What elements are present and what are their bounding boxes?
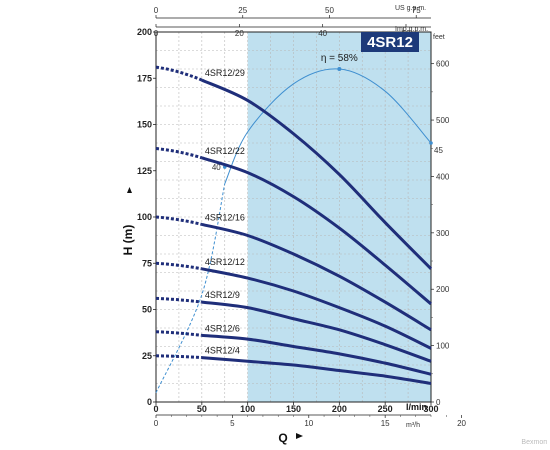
head-curve-shutoff-segment bbox=[155, 261, 203, 271]
head-curve-label: 4SR12/29 bbox=[205, 68, 245, 78]
m3h-tick-label: 5 bbox=[230, 419, 235, 428]
efficiency-peak-label: η = 58% bbox=[321, 53, 358, 64]
x-tick-label: 150 bbox=[286, 404, 301, 414]
us-gpm-unit-label: US g.p.m. bbox=[395, 5, 426, 12]
imp-gpm-tick-label: 20 bbox=[235, 29, 244, 38]
x-tick-label: 100 bbox=[240, 404, 255, 414]
chart-title: 4SR12 bbox=[367, 34, 413, 51]
x-tick-label: 200 bbox=[332, 404, 347, 414]
head-curve-shutoff-segment bbox=[155, 330, 203, 337]
feet-tick-label: 500 bbox=[436, 116, 450, 125]
us-gpm-tick-label: 0 bbox=[154, 6, 159, 15]
y-axis-title: H (m) bbox=[121, 225, 135, 256]
head-curve-label: 4SR12/22 bbox=[205, 146, 245, 156]
efficiency-marker-label: 45 bbox=[434, 146, 443, 155]
y-tick-label: 200 bbox=[137, 27, 152, 37]
m3h-tick-label: 0 bbox=[154, 419, 159, 428]
head-curve-label: 4SR12/16 bbox=[205, 212, 245, 222]
head-curve bbox=[201, 300, 432, 363]
head-curve-label: 4SR12/12 bbox=[205, 257, 245, 267]
efficiency-marker-point bbox=[429, 141, 433, 145]
head-curve-label: 4SR12/6 bbox=[205, 323, 240, 333]
feet-tick-label: 100 bbox=[436, 342, 450, 351]
x-tick-label: 50 bbox=[197, 404, 207, 414]
head-curve-shutoff-segment bbox=[155, 296, 203, 304]
model-badge bbox=[361, 32, 419, 52]
head-curve bbox=[201, 222, 432, 332]
feet-unit-label: feet bbox=[433, 34, 445, 41]
head-curve bbox=[201, 267, 432, 350]
efficiency-peak-point bbox=[337, 67, 342, 71]
feet-tick-label: 300 bbox=[436, 229, 450, 238]
m3h-tick-label: 10 bbox=[304, 419, 313, 428]
head-curve-shutoff-segment bbox=[155, 215, 203, 226]
y-tick-label: 125 bbox=[137, 166, 152, 176]
y-tick-label: 75 bbox=[142, 258, 152, 268]
y-tick-label: 150 bbox=[137, 120, 152, 130]
imp-gpm-unit-label: Imp g.p.m. bbox=[395, 26, 428, 33]
x-tick-label: 300 bbox=[423, 404, 438, 414]
y-tick-label: 0 bbox=[147, 397, 152, 407]
feet-tick-label: 400 bbox=[436, 172, 450, 181]
feet-tick-label: 200 bbox=[436, 285, 450, 294]
us-gpm-tick-label: 50 bbox=[325, 6, 334, 15]
y-axis-arrow-icon bbox=[127, 187, 132, 193]
x-tick-label: 250 bbox=[378, 404, 393, 414]
us-gpm-tick-label: 25 bbox=[238, 6, 247, 15]
y-tick-label: 25 bbox=[142, 351, 152, 361]
head-curve-label: 4SR12/4 bbox=[205, 346, 240, 356]
y-tick-label: 100 bbox=[137, 212, 152, 222]
head-curve-label: 4SR12/9 bbox=[205, 290, 240, 300]
y-tick-label: 175 bbox=[137, 73, 152, 83]
watermark-text: Bexmoп bbox=[521, 439, 547, 446]
x-axis-arrow-icon bbox=[296, 433, 303, 439]
y-tick-label: 50 bbox=[142, 305, 152, 315]
m3h-tick-label: 20 bbox=[457, 419, 466, 428]
x-tick-label: 0 bbox=[153, 404, 158, 414]
head-curve bbox=[201, 78, 433, 270]
x-unit-label: l/min bbox=[406, 402, 427, 412]
m3h-tick-label: 15 bbox=[381, 419, 390, 428]
feet-tick-label: 0 bbox=[436, 398, 441, 407]
efficiency-curve bbox=[224, 68, 432, 184]
us-gpm-tick-label: 75 bbox=[412, 6, 421, 15]
head-curve bbox=[201, 356, 432, 385]
feet-tick-label: 600 bbox=[436, 60, 450, 69]
efficiency-marker-label: 40 bbox=[212, 163, 221, 172]
head-curve bbox=[201, 156, 432, 306]
m3h-unit-label: m³/h bbox=[406, 422, 420, 429]
efficiency-curve-dashed bbox=[155, 183, 226, 393]
head-curve-shutoff-segment bbox=[155, 354, 202, 360]
head-curve-shutoff-segment bbox=[155, 147, 203, 160]
x-axis-title: Q bbox=[278, 431, 287, 445]
imp-gpm-tick-label: 0 bbox=[154, 29, 159, 38]
imp-gpm-tick-label: 40 bbox=[318, 29, 327, 38]
head-curve bbox=[201, 333, 432, 376]
